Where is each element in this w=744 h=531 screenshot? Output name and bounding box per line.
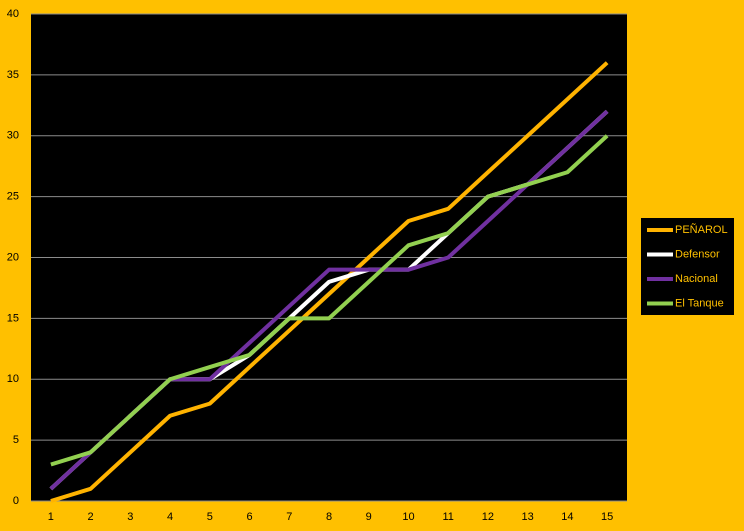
x-tick-label: 2: [88, 511, 94, 523]
y-tick-label: 15: [7, 312, 19, 324]
y-tick-label: 10: [7, 373, 19, 385]
x-tick-label: 12: [482, 511, 494, 523]
y-tick-label: 5: [13, 434, 19, 446]
legend-label: PEÑAROL: [675, 223, 728, 236]
y-tick-label: 30: [7, 130, 19, 142]
x-tick-label: 13: [522, 511, 534, 523]
y-tick-label: 35: [7, 69, 19, 81]
x-tick-label: 15: [601, 511, 613, 523]
x-tick-label: 6: [246, 511, 252, 523]
legend-label: Defensor: [675, 248, 720, 260]
x-tick-label: 3: [127, 511, 133, 523]
x-tick-label: 11: [442, 511, 453, 523]
x-tick-label: 1: [48, 511, 54, 523]
y-tick-label: 20: [7, 251, 19, 263]
y-tick-label: 40: [7, 8, 19, 20]
x-tick-label: 8: [326, 511, 332, 523]
x-tick-label: 4: [167, 511, 173, 523]
legend-label: El Tanque: [675, 297, 724, 309]
legend-label: Nacional: [675, 273, 718, 285]
y-tick-label: 0: [13, 495, 19, 507]
legend: [641, 218, 734, 315]
series-line: [50, 61, 609, 503]
y-tick-label: 25: [7, 191, 19, 203]
x-tick-label: 7: [286, 511, 292, 523]
x-tick-label: 14: [561, 511, 573, 523]
x-tick-label: 10: [402, 511, 414, 523]
series-line: [50, 134, 609, 467]
x-tick-label: 9: [366, 511, 372, 523]
x-tick-label: 5: [207, 511, 213, 523]
